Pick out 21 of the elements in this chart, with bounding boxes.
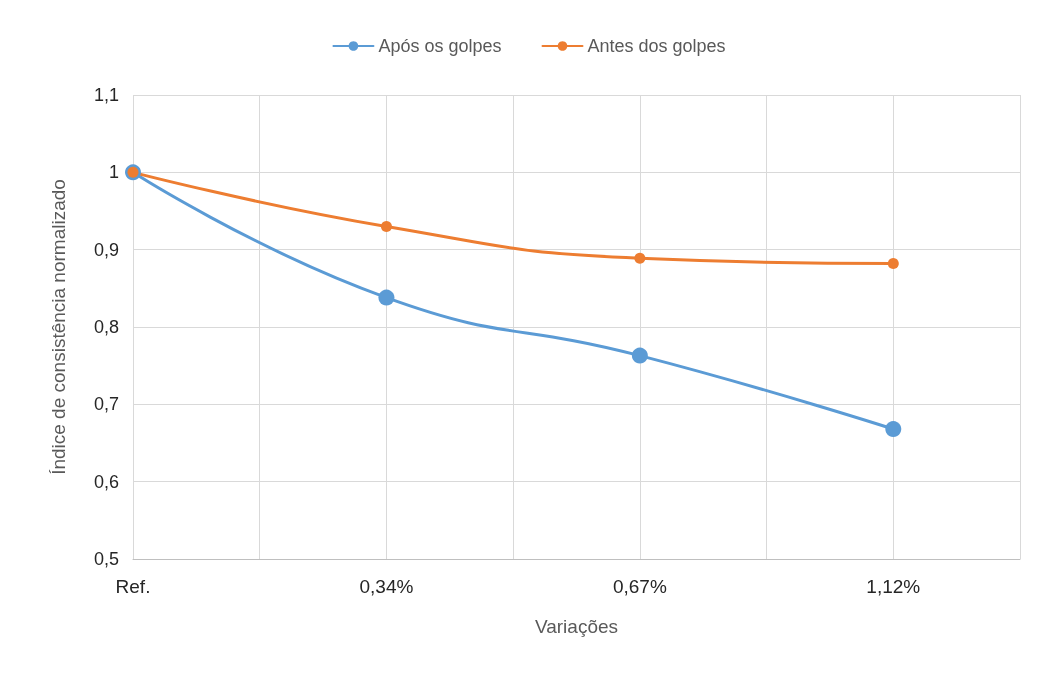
point — [887, 258, 899, 270]
x-tick-label: Ref. — [115, 576, 151, 597]
y-tick-label: 0,5 — [93, 549, 119, 569]
x-tick-label: 0,34% — [359, 576, 414, 597]
y-tick-label: 0,8 — [93, 317, 119, 337]
x-axis-title: Variações — [534, 616, 619, 637]
y-tick-label: 1 — [108, 162, 119, 183]
y-tick-label: 1,1 — [93, 85, 119, 105]
point — [885, 421, 902, 438]
y-tick-label: 0,6 — [93, 471, 119, 492]
y-axis-title: Índice de consistência normalizado — [48, 179, 69, 475]
point — [631, 347, 648, 364]
point — [634, 252, 646, 264]
x-tick-label: 0,67% — [612, 576, 667, 597]
x-tick-label: 1,12% — [866, 576, 921, 597]
y-tick-label: 0,9 — [93, 239, 119, 260]
legend-label: Antes dos golpes — [587, 36, 726, 56]
point — [378, 289, 395, 306]
point — [380, 220, 392, 232]
legend-label: Após os golpes — [378, 36, 502, 56]
y-tick-label: 0,7 — [93, 394, 119, 415]
